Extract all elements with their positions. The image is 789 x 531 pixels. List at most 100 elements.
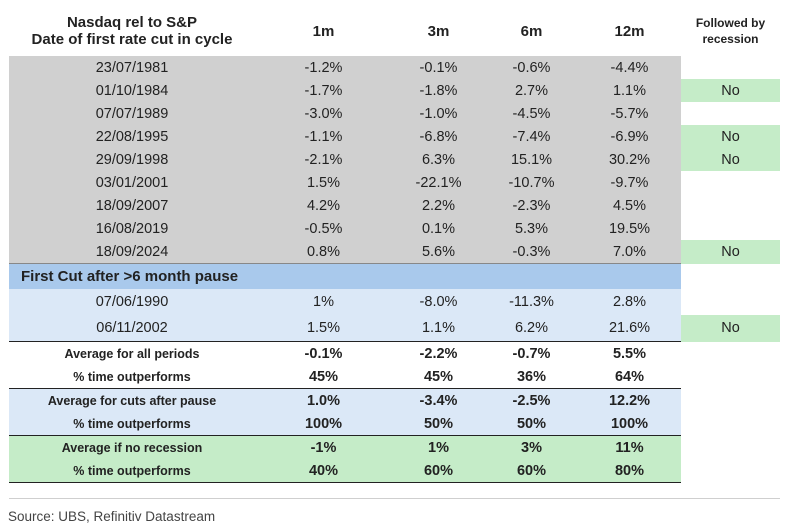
summary-value-12m: 12.2% [578, 388, 681, 412]
value-1m: 4.2% [255, 194, 392, 217]
source-note: Source: UBS, Refinitiv Datastream [8, 509, 216, 524]
summary-value-1m: 100% [255, 412, 392, 436]
summary-value-3m: 1% [392, 435, 485, 459]
summary-value-6m: -0.7% [485, 341, 578, 365]
row-date: 23/07/1981 [9, 56, 255, 79]
table-title: Nasdaq rel to S&P Date of first rate cut… [9, 6, 255, 56]
recession-flag: No [681, 125, 780, 148]
value-6m: -11.3% [485, 289, 578, 315]
summary-value-6m: -2.5% [485, 388, 578, 412]
row-date: 03/01/2001 [9, 171, 255, 194]
rate-cut-table: Nasdaq rel to S&P Date of first rate cut… [9, 6, 780, 483]
empty-cell [681, 459, 780, 483]
value-6m: -7.4% [485, 125, 578, 148]
summary-value-3m: 50% [392, 412, 485, 436]
recession-flag [681, 289, 780, 315]
value-1m: -0.5% [255, 217, 392, 240]
value-3m: 0.1% [392, 217, 485, 240]
recession-flag [681, 171, 780, 194]
value-12m: 2.8% [578, 289, 681, 315]
empty-cell [681, 342, 780, 366]
value-3m: 5.6% [392, 240, 485, 264]
value-1m: -3.0% [255, 102, 392, 125]
row-date: 06/11/2002 [9, 315, 255, 342]
empty-cell [681, 412, 780, 436]
value-3m: -1.8% [392, 79, 485, 102]
value-12m: 4.5% [578, 194, 681, 217]
summary-value-12m: 80% [578, 459, 681, 483]
recession-flag [681, 102, 780, 125]
value-1m: -2.1% [255, 148, 392, 171]
summary-label: % time outperforms [73, 369, 191, 384]
value-1m: 1% [255, 289, 392, 315]
value-12m: 7.0% [578, 240, 681, 264]
table-row: 07/07/1989 -3.0% -1.0% -4.5% -5.7% [9, 102, 780, 125]
summary-label: Average for all periods [9, 341, 255, 365]
col-header-recession-line2: recession [702, 32, 759, 46]
row-date: 29/09/1998 [9, 148, 255, 171]
value-6m: -0.6% [485, 56, 578, 79]
summary-value-1m: -0.1% [255, 341, 392, 365]
section-title-pause: First Cut after >6 month pause [9, 263, 681, 289]
row-date: 16/08/2019 [9, 217, 255, 240]
row-date: 18/09/2007 [9, 194, 255, 217]
empty-cell [681, 436, 780, 460]
value-6m: -4.5% [485, 102, 578, 125]
summary-label: % time outperforms [9, 412, 255, 436]
value-1m: 0.8% [255, 240, 392, 264]
summary-label: Average if no recession [9, 435, 255, 459]
table-row: 07/06/1990 1% -8.0% -11.3% 2.8% [9, 289, 780, 315]
table-row: 18/09/2007 4.2% 2.2% -2.3% 4.5% [9, 194, 780, 217]
value-6m: -2.3% [485, 194, 578, 217]
col-header-recession: Followed by recession [681, 6, 780, 56]
value-3m: -6.8% [392, 125, 485, 148]
summary-value-12m: 11% [578, 435, 681, 459]
value-12m: 19.5% [578, 217, 681, 240]
value-12m: -6.9% [578, 125, 681, 148]
summary-row-no-recession-pct: % time outperforms 40% 60% 60% 80% [9, 459, 780, 483]
value-1m: 1.5% [255, 315, 392, 342]
value-1m: 1.5% [255, 171, 392, 194]
row-date: 18/09/2024 [9, 240, 255, 264]
summary-value-6m: 50% [485, 412, 578, 436]
summary-row-all-pct: % time outperforms 45% 45% 36% 64% [9, 365, 780, 389]
value-3m: -1.0% [392, 102, 485, 125]
summary-row-no-recession-avg: Average if no recession -1% 1% 3% 11% [9, 435, 780, 460]
table-title-line2: Date of first rate cut in cycle [31, 31, 233, 48]
summary-value-1m: 40% [255, 459, 392, 483]
empty-cell [681, 264, 780, 290]
value-6m: -0.3% [485, 240, 578, 264]
recession-flag [681, 56, 780, 79]
table-row: 22/08/1995 -1.1% -6.8% -7.4% -6.9% No [9, 125, 780, 148]
recession-flag: No [681, 79, 780, 102]
value-6m: 2.7% [485, 79, 578, 102]
summary-value-1m: 1.0% [255, 388, 392, 412]
value-6m: 6.2% [485, 315, 578, 342]
summary-value-6m: 36% [516, 368, 547, 385]
value-12m: -5.7% [578, 102, 681, 125]
header-row: Nasdaq rel to S&P Date of first rate cut… [9, 6, 780, 56]
summary-value-1m: 45% [308, 368, 339, 385]
value-3m: -22.1% [392, 171, 485, 194]
summary-value-3m: 60% [392, 459, 485, 483]
table-row: 03/01/2001 1.5% -22.1% -10.7% -9.7% [9, 171, 780, 194]
summary-value-12m: 5.5% [578, 341, 681, 365]
recession-flag [681, 217, 780, 240]
empty-cell [681, 365, 780, 389]
col-header-6m: 6m [520, 22, 543, 40]
recession-flag: No [681, 315, 780, 342]
value-6m: 5.3% [485, 217, 578, 240]
value-3m: 1.1% [392, 315, 485, 342]
row-date: 07/06/1990 [9, 289, 255, 315]
summary-value-12m: 64% [614, 368, 645, 385]
value-6m: -10.7% [485, 171, 578, 194]
col-header-1m: 1m [312, 22, 335, 40]
section-header-pause: First Cut after >6 month pause [9, 263, 780, 290]
table-row: 01/10/1984 -1.7% -1.8% 2.7% 1.1% No [9, 79, 780, 102]
empty-cell [681, 389, 780, 413]
value-3m: 2.2% [392, 194, 485, 217]
summary-value-6m: 3% [485, 435, 578, 459]
table-row: 16/08/2019 -0.5% 0.1% 5.3% 19.5% [9, 217, 780, 240]
footer-rule [9, 498, 780, 499]
summary-value-3m: -3.4% [392, 388, 485, 412]
